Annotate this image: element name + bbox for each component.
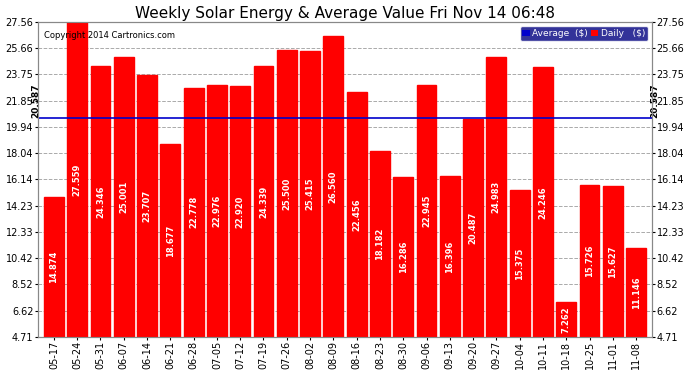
Text: 7.262: 7.262 [562,306,571,333]
Bar [393,177,413,337]
Text: 20.587: 20.587 [650,83,659,118]
Bar [44,197,63,337]
Text: 18.677: 18.677 [166,225,175,257]
Text: 11.146: 11.146 [631,276,640,309]
Bar [137,75,157,337]
Bar [324,36,343,337]
Bar [533,68,553,337]
Bar [603,186,622,337]
Bar [510,190,529,337]
Text: 22.976: 22.976 [213,195,221,227]
Text: 18.182: 18.182 [375,228,384,260]
Text: 16.286: 16.286 [399,241,408,273]
Text: 22.778: 22.778 [189,196,198,228]
Bar [440,176,460,337]
Bar [556,302,576,337]
Text: 14.874: 14.874 [50,251,59,283]
Text: 24.983: 24.983 [492,181,501,213]
Text: 22.456: 22.456 [352,198,361,231]
Text: 24.346: 24.346 [96,185,105,218]
Bar [370,151,390,337]
Bar [300,51,320,337]
Bar [90,66,110,337]
Bar [486,57,506,337]
Bar [68,22,87,337]
Text: 25.001: 25.001 [119,181,128,213]
Bar [254,66,273,337]
Bar [184,88,204,337]
Bar [463,119,483,337]
Bar [230,86,250,337]
Bar [114,57,134,337]
Title: Weekly Solar Energy & Average Value Fri Nov 14 06:48: Weekly Solar Energy & Average Value Fri … [135,6,555,21]
Text: 22.945: 22.945 [422,195,431,228]
Text: 23.707: 23.707 [143,190,152,222]
Text: 15.375: 15.375 [515,247,524,280]
Text: 22.920: 22.920 [236,195,245,228]
Text: 15.627: 15.627 [609,246,618,278]
Text: 24.246: 24.246 [538,186,547,219]
Text: 25.500: 25.500 [282,177,291,210]
Bar [417,86,436,337]
Legend: Average  ($), Daily   ($): Average ($), Daily ($) [520,26,648,40]
Text: 20.487: 20.487 [469,212,477,244]
Text: 26.560: 26.560 [329,170,338,202]
Bar [207,85,227,337]
Text: Copyright 2014 Cartronics.com: Copyright 2014 Cartronics.com [43,31,175,40]
Text: 16.396: 16.396 [445,240,454,273]
Bar [347,92,366,337]
Text: 20.587: 20.587 [31,83,40,118]
Text: 24.339: 24.339 [259,186,268,218]
Text: 27.559: 27.559 [72,163,81,196]
Bar [277,50,297,337]
Text: 25.415: 25.415 [306,178,315,210]
Bar [580,185,600,337]
Bar [627,248,646,337]
Bar [161,144,180,337]
Text: 15.726: 15.726 [585,245,594,277]
